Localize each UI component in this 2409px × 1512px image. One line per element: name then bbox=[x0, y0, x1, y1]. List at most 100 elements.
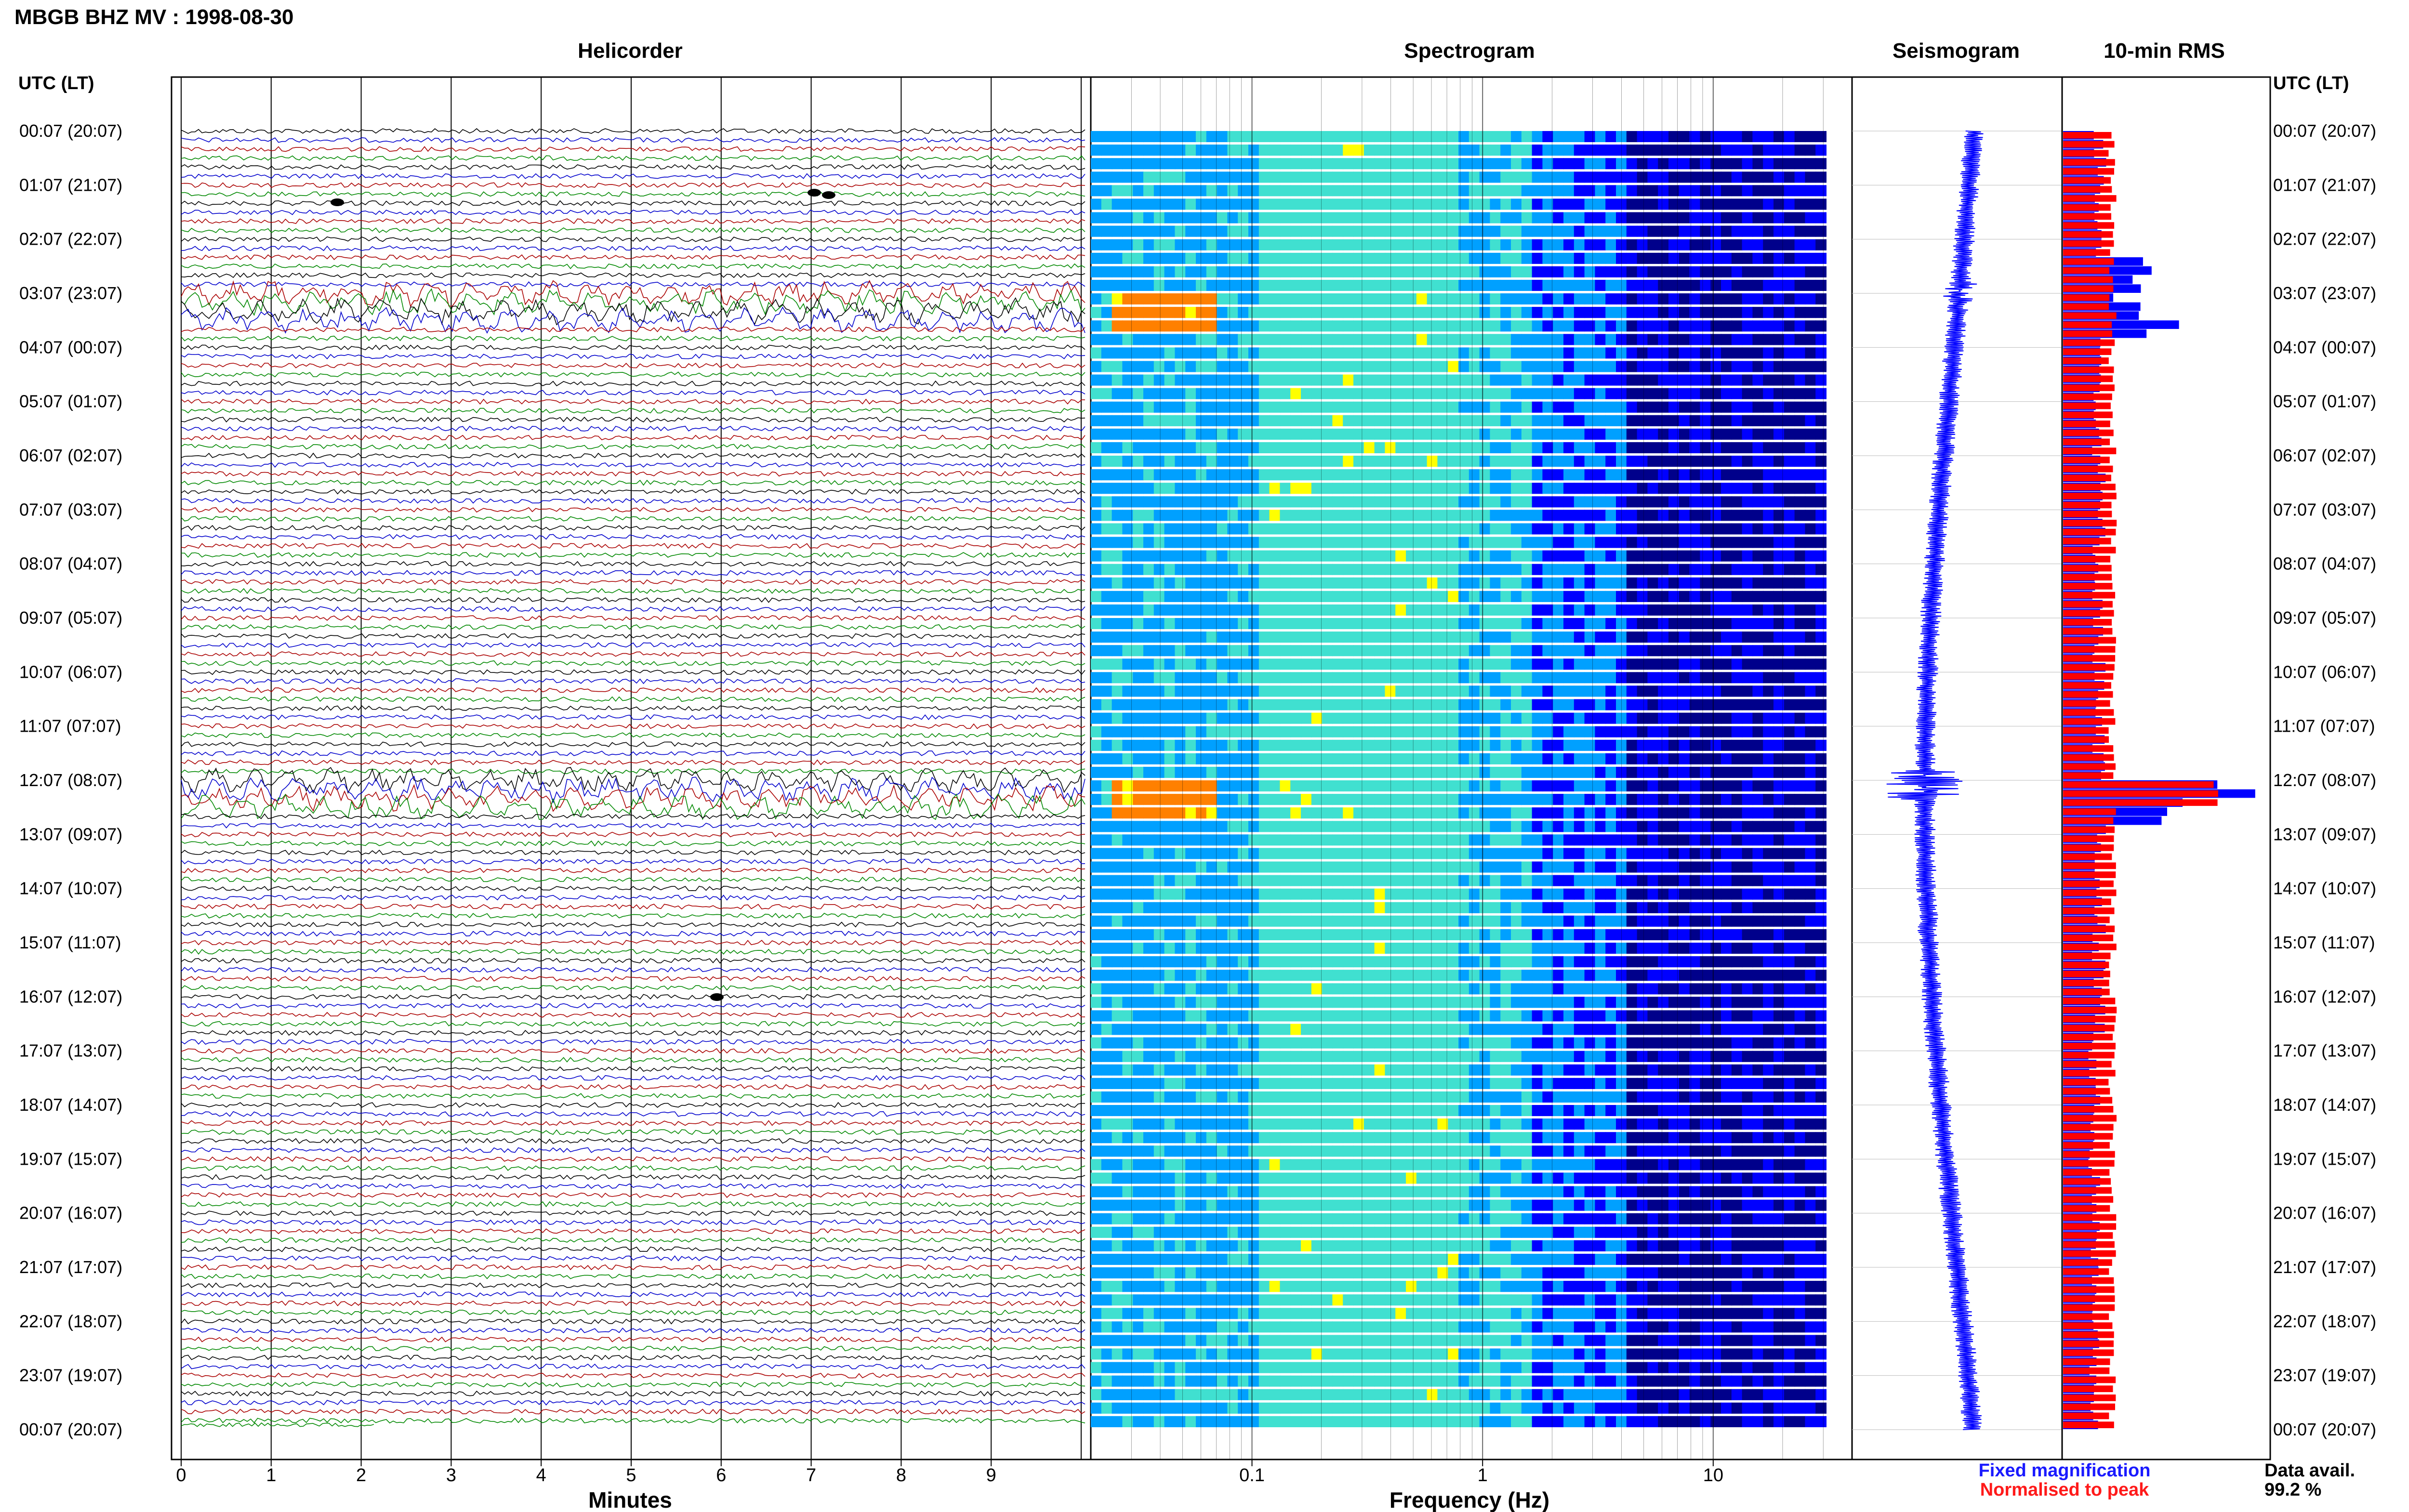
spectrogram-cell bbox=[1774, 158, 1785, 170]
spectrogram-cell bbox=[1521, 631, 1533, 643]
spectrogram-cell bbox=[1406, 712, 1417, 724]
spectrogram-cell bbox=[1710, 347, 1721, 359]
spectrogram-cell bbox=[1721, 739, 1732, 751]
spectrogram-cell bbox=[1395, 834, 1406, 846]
spectrogram-cell bbox=[1311, 550, 1323, 562]
spectrogram-cell bbox=[1784, 997, 1795, 1008]
spectrogram-cell bbox=[1731, 645, 1743, 657]
spectrogram-cell bbox=[1437, 807, 1449, 819]
spectrogram-cell bbox=[1238, 848, 1249, 859]
spectrogram-cell bbox=[1815, 415, 1827, 426]
spectrogram-cell bbox=[1521, 496, 1533, 508]
spectrogram-cell bbox=[1353, 848, 1364, 859]
spectrogram-cell bbox=[1448, 970, 1459, 981]
spectrogram-cell bbox=[1679, 861, 1690, 873]
helicorder-trace bbox=[181, 452, 1085, 459]
spectrogram-cell bbox=[1469, 766, 1480, 778]
spectrogram-cell bbox=[1206, 1024, 1218, 1035]
spectrogram-cell bbox=[1563, 496, 1575, 508]
spectrogram-cell bbox=[1175, 902, 1186, 913]
spectrogram-cell bbox=[1448, 929, 1459, 940]
spectrogram-cell bbox=[1112, 821, 1123, 832]
spectrogram-cell bbox=[1511, 1024, 1522, 1035]
spectrogram-cell bbox=[1416, 794, 1428, 805]
spectrogram-cell bbox=[1258, 171, 1270, 183]
spectrogram-cell bbox=[1133, 915, 1144, 927]
helicorder-trace bbox=[181, 904, 1085, 910]
spectrogram-cell bbox=[1448, 239, 1459, 250]
spectrogram-cell bbox=[1363, 997, 1375, 1008]
spectrogram-cell bbox=[1752, 604, 1764, 616]
spectrogram-cell bbox=[1406, 658, 1417, 670]
spectrogram-cell bbox=[1731, 956, 1743, 968]
spectrogram-cell bbox=[1490, 848, 1501, 859]
spectrogram-cell bbox=[1143, 997, 1154, 1008]
spectrogram-cell bbox=[1217, 523, 1228, 535]
spectrogram-cell bbox=[1133, 956, 1144, 968]
spectrogram-cell bbox=[1258, 388, 1270, 399]
spectrogram-cell bbox=[1574, 347, 1585, 359]
spectrogram-cell bbox=[1658, 334, 1669, 345]
spectrogram-cell bbox=[1385, 279, 1396, 291]
spectrogram-cell bbox=[1774, 956, 1785, 968]
spectrogram-cell bbox=[1416, 983, 1428, 995]
spectrogram-cell bbox=[1479, 915, 1491, 927]
spectrogram-cell bbox=[1458, 956, 1469, 968]
spectrogram-cell bbox=[1416, 388, 1428, 399]
helicorder-trace bbox=[181, 1183, 1085, 1189]
spectrogram-cell bbox=[1542, 456, 1554, 467]
spectrogram-cell bbox=[1626, 171, 1638, 183]
spectrogram-cell bbox=[1416, 970, 1428, 981]
spectrogram-cell bbox=[1710, 591, 1721, 602]
spectrogram-cell bbox=[1490, 198, 1501, 210]
spectrogram-cell bbox=[1269, 537, 1281, 548]
spectrogram-cell bbox=[1185, 956, 1196, 968]
spectrogram-cell bbox=[1248, 266, 1259, 277]
spectrogram-cell bbox=[1280, 496, 1291, 508]
spectrogram-cell bbox=[1479, 225, 1491, 237]
spectrogram-cell bbox=[1458, 699, 1469, 710]
spectrogram-cell bbox=[1805, 726, 1816, 737]
spectrogram-cell bbox=[1668, 198, 1680, 210]
spectrogram-cell bbox=[1406, 834, 1417, 846]
spectrogram-cell bbox=[1227, 510, 1239, 521]
spectrogram-cell bbox=[1500, 212, 1511, 224]
spectrogram-cell bbox=[1731, 591, 1743, 602]
spectrogram-cell bbox=[1248, 510, 1259, 521]
spectrogram-cell bbox=[1406, 496, 1417, 508]
spectrogram-cell bbox=[1742, 225, 1753, 237]
spectrogram-cell bbox=[1721, 658, 1732, 670]
spectrogram-cell bbox=[1301, 848, 1312, 859]
spectrogram-cell bbox=[1605, 794, 1616, 805]
spectrogram-cell bbox=[1196, 293, 1207, 305]
spectrogram-cell bbox=[1416, 672, 1428, 684]
spectrogram-cell bbox=[1794, 185, 1806, 197]
spectrogram-cell bbox=[1101, 577, 1112, 589]
spectrogram-cell bbox=[1637, 631, 1648, 643]
spectrogram-cell bbox=[1206, 726, 1218, 737]
spectrogram-cell bbox=[1322, 997, 1333, 1008]
spectrogram-cell bbox=[1427, 848, 1438, 859]
spectrogram-cell bbox=[1595, 252, 1606, 264]
utc-label-left: UTC (LT) bbox=[18, 73, 94, 93]
spectrogram-cell bbox=[1710, 929, 1721, 940]
spectrogram-cell bbox=[1385, 834, 1396, 846]
spectrogram-cell bbox=[1153, 361, 1165, 372]
helicorder-trace bbox=[181, 1129, 1085, 1135]
spectrogram-cell bbox=[1815, 794, 1827, 805]
spectrogram-cell bbox=[1689, 1051, 1701, 1062]
spectrogram-cell bbox=[1101, 834, 1112, 846]
spectrogram-cell bbox=[1731, 604, 1743, 616]
spectrogram-cell bbox=[1700, 1051, 1711, 1062]
spectrogram-cell bbox=[1133, 347, 1144, 359]
spectrogram-cell bbox=[1742, 699, 1753, 710]
spectrogram-cell bbox=[1490, 374, 1501, 386]
spectrogram-cell bbox=[1133, 658, 1144, 670]
spectrogram-cell bbox=[1784, 334, 1795, 345]
spectrogram-cell bbox=[1385, 225, 1396, 237]
spectrogram-cell bbox=[1269, 510, 1281, 521]
spectrogram-cell bbox=[1385, 320, 1396, 332]
spectrogram-cell bbox=[1175, 171, 1186, 183]
spectrogram-cell bbox=[1206, 537, 1218, 548]
spectrogram-cell bbox=[1133, 618, 1144, 630]
